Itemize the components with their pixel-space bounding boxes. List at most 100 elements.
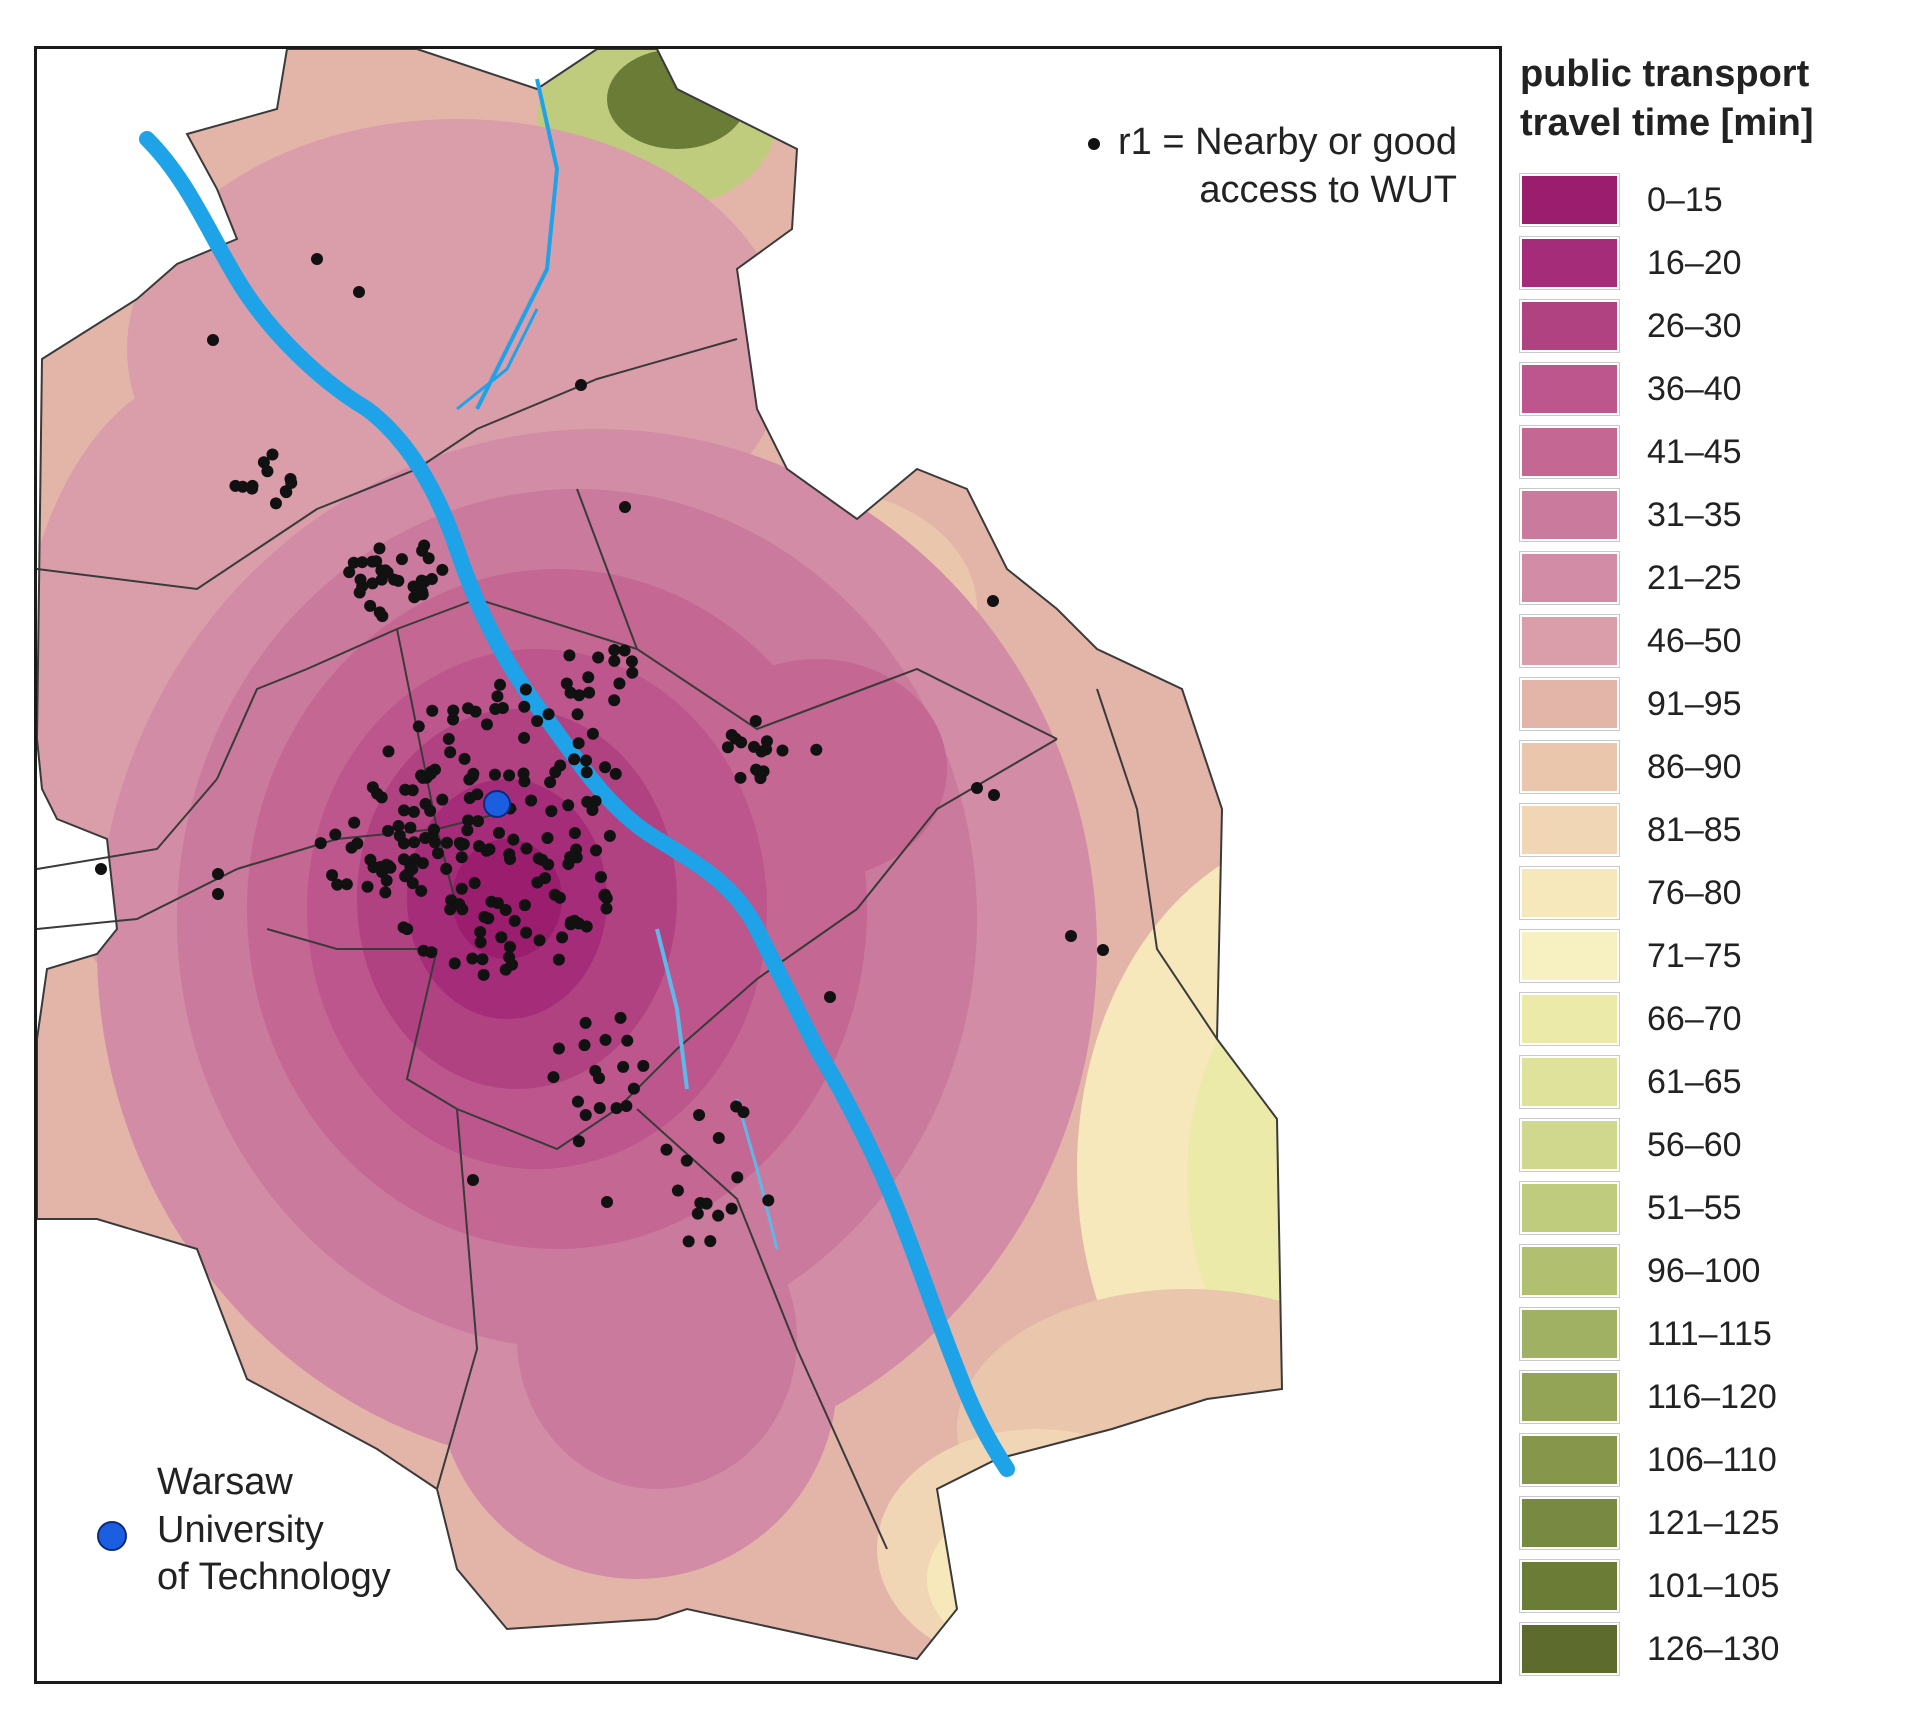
r1-point (212, 868, 224, 880)
r1-point (463, 792, 476, 805)
zone-81-85-south (877, 1429, 1197, 1659)
legend-class-label: 76–80 (1647, 873, 1742, 912)
r1-point (613, 677, 626, 690)
wut-legend: Warsaw University of Technology (97, 1459, 391, 1602)
legend-swatch (1520, 1497, 1619, 1550)
r1-point (461, 824, 474, 837)
r1-point (379, 886, 392, 899)
stream-north (456, 308, 539, 411)
r1-point (382, 824, 395, 837)
legend-title: public transport travel time [min] (1520, 50, 1900, 149)
r1-point (518, 899, 531, 912)
r1-legend-line2: access to WUT (1199, 168, 1457, 211)
r1-point (571, 1095, 584, 1108)
legend-swatch (1520, 678, 1619, 731)
r1-point (620, 1100, 633, 1113)
legend-class-label: 31–35 (1647, 495, 1742, 534)
r1-point (467, 767, 480, 780)
r1-point (608, 654, 621, 667)
legend-swatch (1520, 993, 1619, 1046)
r1-point (547, 1071, 560, 1084)
r1-point (424, 804, 437, 817)
r1-point (563, 649, 576, 662)
r1-point (329, 828, 342, 841)
r1-point (549, 766, 562, 779)
legend-swatch (1520, 804, 1619, 857)
r1-point (599, 1033, 612, 1046)
r1-point (971, 782, 983, 794)
legend-swatch (1520, 1371, 1619, 1424)
r1-point (397, 837, 410, 850)
r1-point (495, 931, 508, 944)
r1-point (453, 898, 466, 911)
r1-point (364, 853, 377, 866)
r1-point (560, 677, 573, 690)
r1-point (618, 644, 631, 657)
r1-point (448, 957, 461, 970)
legend-class-row: 126–130 (1520, 1618, 1900, 1681)
legend-class-row: 116–120 (1520, 1366, 1900, 1429)
r1-point (572, 1135, 585, 1148)
boundary-ursynow-wilanow (636, 1108, 888, 1550)
r1-point (556, 931, 569, 944)
r1-point (531, 876, 544, 889)
r1-point (601, 1196, 613, 1208)
wut-legend-line1: Warsaw (157, 1461, 293, 1503)
legend-class-row: 91–95 (1520, 673, 1900, 736)
r1-point (562, 799, 575, 812)
r1-point (682, 1235, 695, 1248)
r1-point (480, 718, 493, 731)
r1-point (545, 805, 558, 818)
r1-point (542, 858, 555, 871)
legend-class-label: 66–70 (1647, 999, 1742, 1038)
r1-point (762, 1194, 775, 1207)
r1-point (748, 740, 761, 753)
boundary-wola-west (216, 668, 308, 780)
r1-point (455, 882, 468, 895)
lake-east (655, 928, 689, 1090)
legend-class-label: 86–90 (1647, 747, 1742, 786)
r1-point (520, 926, 533, 939)
r1-point (491, 690, 504, 703)
r1-point (491, 897, 504, 910)
r1-point (395, 553, 408, 566)
r1-point (416, 857, 429, 870)
boundary-praga-south (856, 738, 1058, 910)
r1-point (579, 1108, 592, 1121)
boundary-wola-north (306, 597, 638, 670)
r1-point (507, 833, 520, 846)
r1-point (455, 838, 468, 851)
r1-point (572, 737, 585, 750)
r1-point (578, 1039, 591, 1052)
r1-point (471, 815, 484, 828)
r1-point (474, 926, 487, 939)
r1-point (691, 1207, 704, 1220)
map-frame: r1 = Nearby or good access to WUT Warsaw… (34, 46, 1502, 1684)
zone-56-60-east (1287, 1059, 1502, 1359)
r1-point (520, 842, 533, 855)
r1-point (257, 456, 270, 469)
legend-swatch (1520, 237, 1619, 290)
r1-point (353, 286, 365, 298)
legend-title-line1: public transport (1520, 53, 1810, 95)
r1-point (345, 841, 358, 854)
legend-class-row: 26–30 (1520, 295, 1900, 358)
legend-swatch (1520, 1182, 1619, 1235)
r1-point (401, 923, 414, 936)
legend-class-label: 16–20 (1647, 243, 1742, 282)
legend-swatch (1520, 1434, 1619, 1487)
r1-point (442, 732, 455, 745)
legend-class-label: 116–120 (1647, 1377, 1777, 1416)
wut-marker-symbol (97, 1521, 127, 1551)
r1-point (760, 743, 773, 756)
boundary-praga-north (576, 488, 1058, 740)
r1-point (749, 715, 762, 728)
r1-point (503, 951, 516, 964)
legend-class-label: 51–55 (1647, 1188, 1742, 1227)
r1-point (580, 920, 593, 933)
r1-point (608, 694, 621, 707)
legend-class-label: 61–65 (1647, 1062, 1742, 1101)
r1-point (609, 767, 622, 780)
r1-point (462, 814, 475, 827)
r1-point (735, 736, 748, 749)
